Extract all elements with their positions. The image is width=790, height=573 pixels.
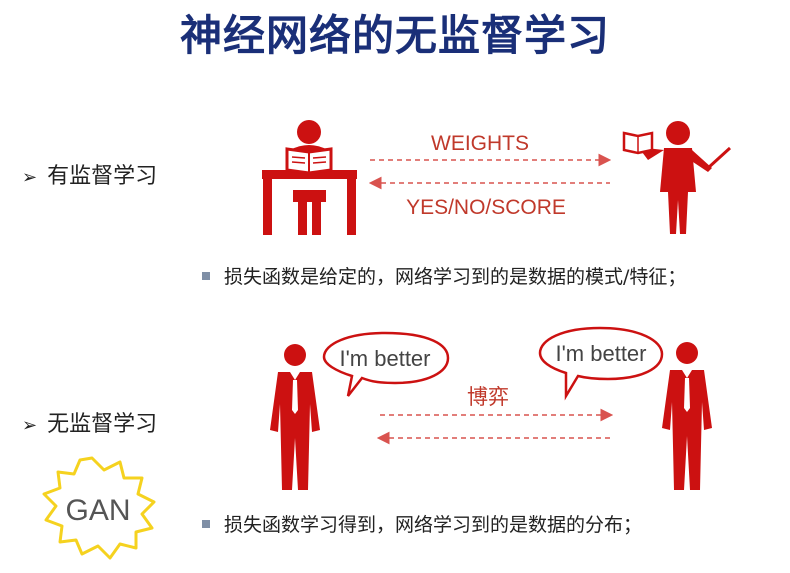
teacher-icon [622,121,732,234]
gan-label: GAN [65,494,130,527]
chevron-right-icon: ➢ [22,415,38,436]
speech-text-right: I'm better [555,341,646,366]
unsupervised-label: 无监督学习 [47,412,158,437]
supervised-heading: ➢ 有监督学习 [22,158,157,190]
unsupervised-heading: ➢ 无监督学习 [22,406,157,438]
supervised-bullet-text: 损失函数是给定的，网络学习到的是数据的模式/特征； [224,266,687,288]
unsupervised-bullet: 损失函数学习得到，网络学习到的是数据的分布； [202,510,642,537]
page-title: 神经网络的无监督学习 [179,11,610,60]
bullet-square-icon [202,271,210,280]
man-right-icon [662,342,712,490]
yes-no-score-label: YES/NO/SCORE [406,196,566,219]
chevron-right-icon: ➢ [22,167,38,188]
supervised-label: 有监督学习 [47,164,158,189]
gan-badge [42,456,156,560]
man-left-icon [270,344,320,490]
bullet-square-icon [202,519,210,528]
speech-bubble-left [322,331,450,397]
unsupervised-bullet-text: 损失函数学习得到，网络学习到的是数据的分布； [224,514,643,536]
speech-bubble-right [538,326,664,401]
supervised-bullet: 损失函数是给定的，网络学习到的是数据的模式/特征； [202,262,686,289]
weights-label: WEIGHTS [431,132,529,155]
game-label: 博弈 [467,385,509,409]
student-reading-icon [262,120,357,235]
speech-text-left: I'm better [339,346,430,371]
